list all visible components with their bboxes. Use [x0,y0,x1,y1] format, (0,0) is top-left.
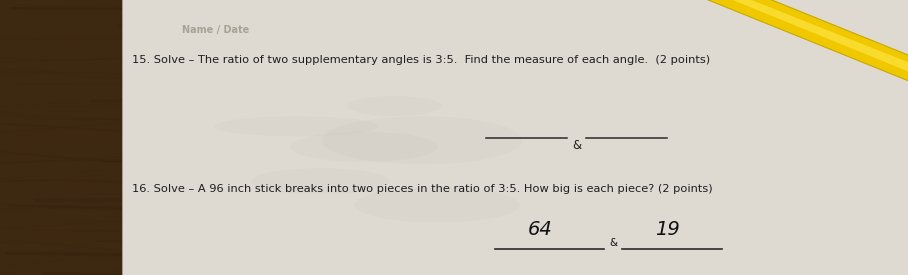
Polygon shape [672,0,908,82]
Text: 16. Solve – A 96 inch stick breaks into two pieces in the ratio of 3:5. How big : 16. Solve – A 96 inch stick breaks into … [132,185,712,194]
Ellipse shape [214,116,379,136]
Text: 15. Solve – The ratio of two supplementary angles is 3:5.  Find the measure of e: 15. Solve – The ratio of two supplementa… [132,55,710,65]
Ellipse shape [348,96,441,116]
Text: &: & [572,139,581,152]
Polygon shape [654,0,908,88]
Text: Name / Date: Name / Date [182,25,249,35]
Ellipse shape [355,187,519,222]
Ellipse shape [252,168,390,194]
Text: 64: 64 [528,220,553,239]
Ellipse shape [322,116,522,164]
Text: 19: 19 [655,220,680,239]
Ellipse shape [290,132,438,162]
Text: &: & [610,238,617,248]
Polygon shape [123,0,908,275]
